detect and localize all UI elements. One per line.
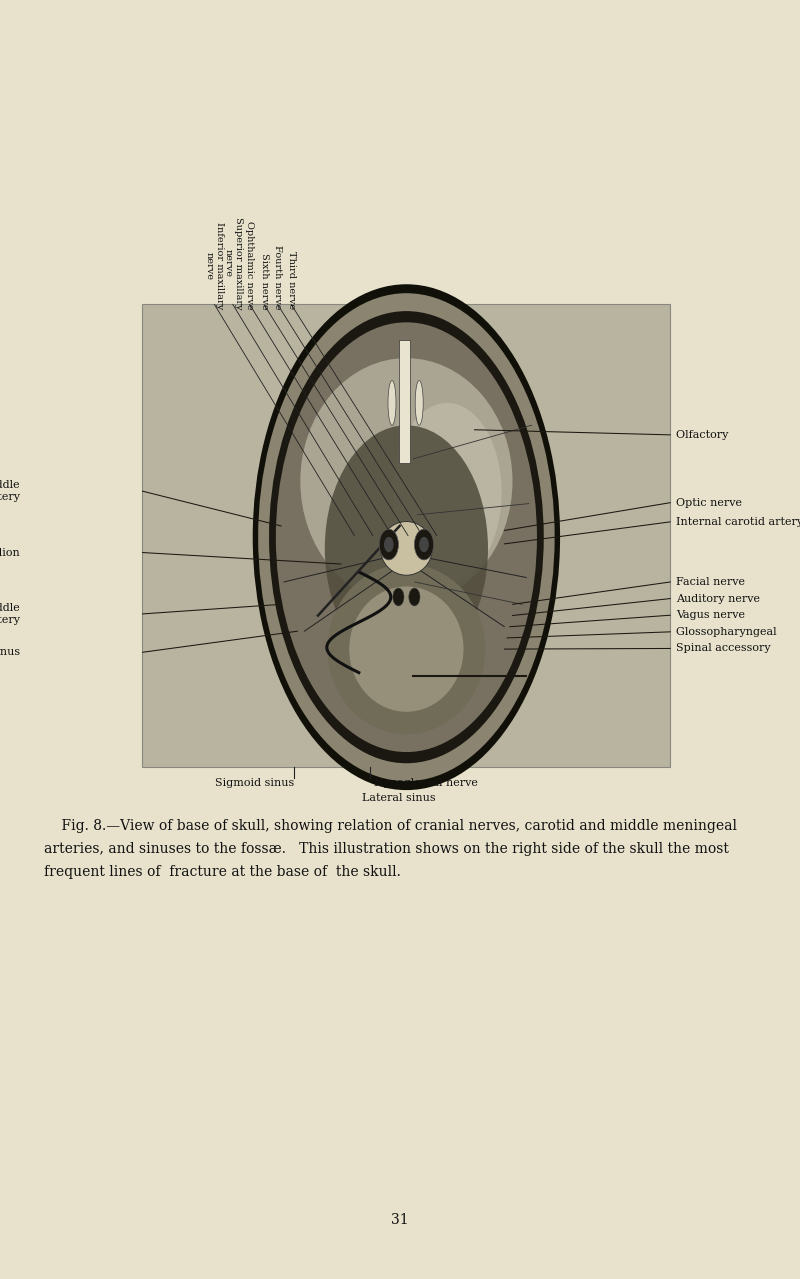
Text: Glossopharyngeal: Glossopharyngeal xyxy=(676,627,780,637)
Text: Posterior branch of middle
meningeal artery: Posterior branch of middle meningeal art… xyxy=(0,604,20,624)
Ellipse shape xyxy=(300,358,513,604)
Text: Superior petrosal sinus: Superior petrosal sinus xyxy=(0,647,20,657)
Ellipse shape xyxy=(415,381,423,425)
Text: Optic nerve: Optic nerve xyxy=(676,498,742,508)
Ellipse shape xyxy=(269,311,544,764)
Text: Sixth nerve: Sixth nerve xyxy=(259,253,269,310)
Circle shape xyxy=(379,530,398,560)
Text: Spinal accessory: Spinal accessory xyxy=(676,643,774,654)
Circle shape xyxy=(384,537,394,553)
Text: frequent lines of  fracture at the base of  the skull.: frequent lines of fracture at the base o… xyxy=(44,865,401,879)
Text: Hypoglossal nerve: Hypoglossal nerve xyxy=(374,778,478,788)
Text: Facial nerve: Facial nerve xyxy=(676,577,745,587)
Ellipse shape xyxy=(258,293,554,781)
Ellipse shape xyxy=(388,381,396,425)
Ellipse shape xyxy=(381,522,433,576)
Text: Lateral sinus: Lateral sinus xyxy=(362,793,435,803)
Text: Olfactory: Olfactory xyxy=(676,430,732,440)
Text: Internal carotid artery: Internal carotid artery xyxy=(676,517,800,527)
Ellipse shape xyxy=(253,284,560,790)
Text: Sigmoid sinus: Sigmoid sinus xyxy=(214,778,294,788)
Text: Ophthalmic nerve: Ophthalmic nerve xyxy=(245,221,254,310)
Circle shape xyxy=(393,588,404,606)
Circle shape xyxy=(419,537,429,553)
Circle shape xyxy=(414,530,434,560)
Text: Vagus nerve: Vagus nerve xyxy=(676,610,745,620)
Bar xyxy=(142,304,670,767)
Circle shape xyxy=(409,588,420,606)
Ellipse shape xyxy=(276,322,537,752)
Text: Fig. 8.—View of base of skull, showing relation of cranial nerves, carotid and m: Fig. 8.—View of base of skull, showing r… xyxy=(44,819,737,833)
Ellipse shape xyxy=(393,403,502,582)
Text: Auditory nerve: Auditory nerve xyxy=(676,593,760,604)
Text: 31: 31 xyxy=(391,1214,409,1227)
Bar xyxy=(399,340,410,463)
Ellipse shape xyxy=(327,564,486,734)
Ellipse shape xyxy=(350,586,463,711)
Text: Fourth nerve: Fourth nerve xyxy=(273,246,282,310)
Text: Anterior branch of middle
meningeal artery: Anterior branch of middle meningeal arte… xyxy=(0,481,20,501)
Text: Inferior maxillary
nerve: Inferior maxillary nerve xyxy=(205,223,224,310)
Ellipse shape xyxy=(325,425,488,671)
Text: Third nerve: Third nerve xyxy=(286,252,296,310)
Text: Gasserian ganglion: Gasserian ganglion xyxy=(0,547,20,558)
Text: Superior maxillary
nerve: Superior maxillary nerve xyxy=(223,217,242,310)
Text: arteries, and sinuses to the fossæ.   This illustration shows on the right side : arteries, and sinuses to the fossæ. This… xyxy=(44,842,729,856)
